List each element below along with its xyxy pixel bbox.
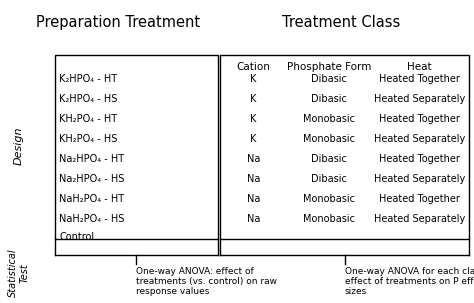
Text: Monobasic: Monobasic	[303, 114, 356, 124]
Text: Dibasic: Dibasic	[311, 154, 347, 164]
Text: Na₂HPO₄ - HT: Na₂HPO₄ - HT	[59, 154, 124, 164]
Text: KH₂PO₄ - HS: KH₂PO₄ - HS	[59, 134, 118, 144]
Text: Monobasic: Monobasic	[303, 194, 356, 204]
Text: Heated Together: Heated Together	[379, 154, 460, 164]
Text: Heated Separately: Heated Separately	[374, 174, 465, 184]
Bar	[55, 55, 218, 239]
Text: Control: Control	[59, 231, 94, 241]
Text: NaH₂PO₄ - HS: NaH₂PO₄ - HS	[59, 214, 125, 224]
Text: One-way ANOVA for each class:
effect of treatments on P effect
sizes: One-way ANOVA for each class: effect of …	[345, 267, 474, 296]
Text: Heated Separately: Heated Separately	[374, 214, 465, 224]
Text: Heated Separately: Heated Separately	[374, 134, 465, 144]
Text: K₂HPO₄ - HT: K₂HPO₄ - HT	[59, 74, 118, 84]
Text: Heat: Heat	[407, 62, 432, 72]
Bar	[220, 55, 469, 239]
Text: Dibasic: Dibasic	[311, 94, 347, 104]
Text: Na: Na	[247, 174, 260, 184]
Text: KH₂PO₄ - HT: KH₂PO₄ - HT	[59, 114, 118, 124]
Text: Statistical
Test: Statistical Test	[8, 248, 30, 297]
Text: Na: Na	[247, 214, 260, 224]
Text: Design: Design	[14, 126, 24, 165]
Text: Preparation Treatment: Preparation Treatment	[36, 15, 201, 30]
Text: Heated Together: Heated Together	[379, 74, 460, 84]
Text: K: K	[250, 74, 257, 84]
Text: NaH₂PO₄ - HT: NaH₂PO₄ - HT	[59, 194, 124, 204]
Text: Cation: Cation	[237, 62, 271, 72]
Text: K: K	[250, 94, 257, 104]
Text: Heated Separately: Heated Separately	[374, 94, 465, 104]
Text: One-way ANOVA: effect of
treatments (vs. control) on raw
response values: One-way ANOVA: effect of treatments (vs.…	[137, 267, 277, 296]
Text: Heated Together: Heated Together	[379, 194, 460, 204]
Text: K: K	[250, 134, 257, 144]
Text: Na₂HPO₄ - HS: Na₂HPO₄ - HS	[59, 174, 125, 184]
Text: Heated Together: Heated Together	[379, 114, 460, 124]
Text: Na: Na	[247, 154, 260, 164]
Text: Phosphate Form: Phosphate Form	[287, 62, 372, 72]
Text: Dibasic: Dibasic	[311, 174, 347, 184]
Text: K₂HPO₄ - HS: K₂HPO₄ - HS	[59, 94, 118, 104]
Text: Dibasic: Dibasic	[311, 74, 347, 84]
Text: K: K	[250, 114, 257, 124]
Text: Na: Na	[247, 194, 260, 204]
Text: Treatment Class: Treatment Class	[282, 15, 401, 30]
Text: Monobasic: Monobasic	[303, 214, 356, 224]
Text: Monobasic: Monobasic	[303, 134, 356, 144]
